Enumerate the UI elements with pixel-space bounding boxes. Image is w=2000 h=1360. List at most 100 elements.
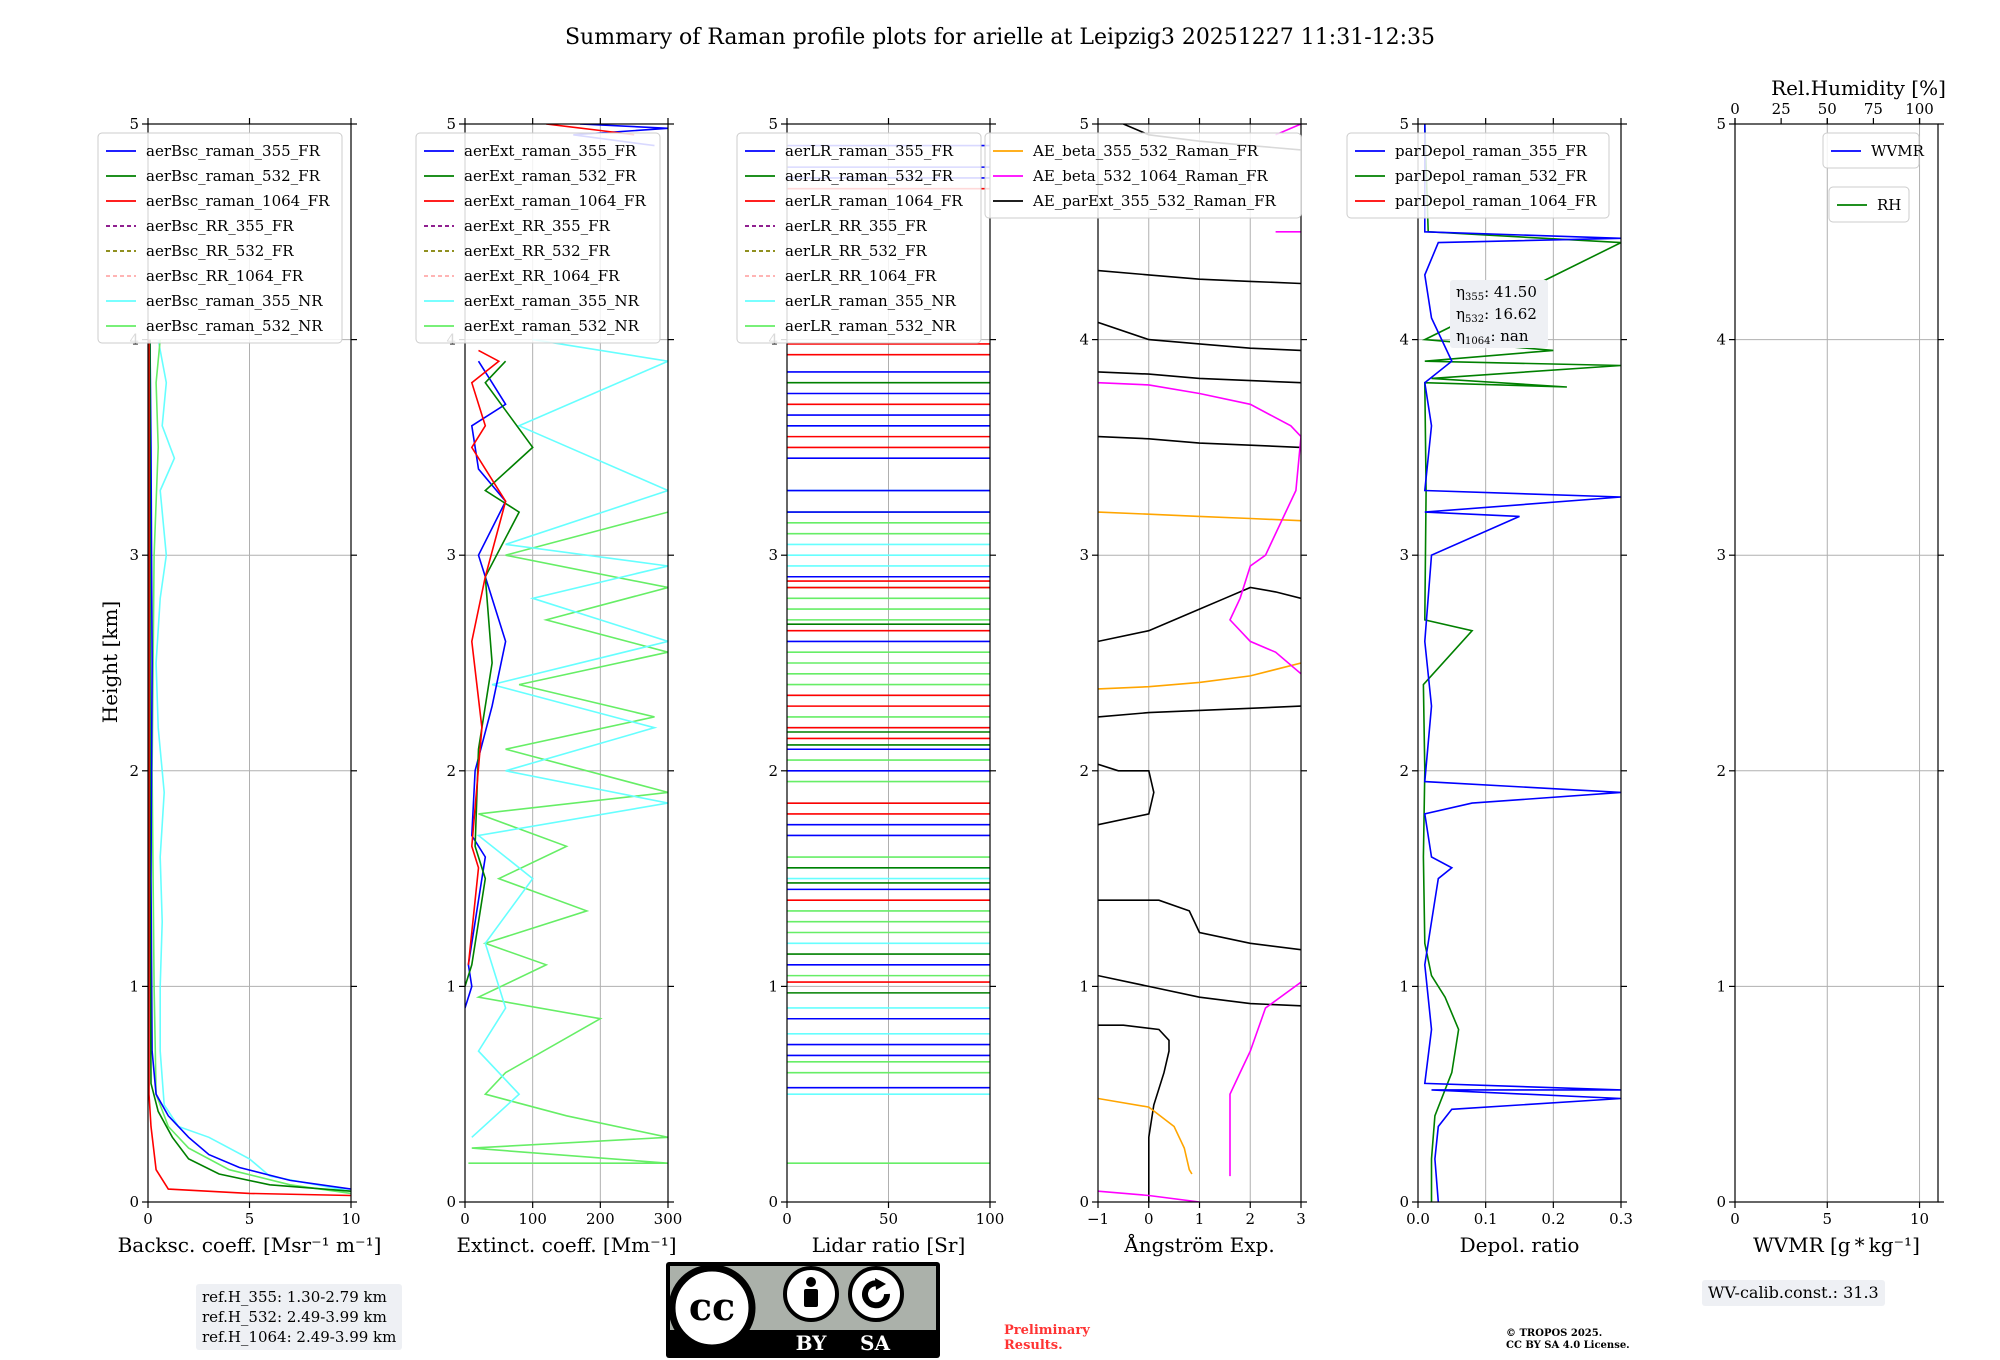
x-tick-label: 5: [1822, 1210, 1832, 1228]
x2-axis-label: Rel.Humidity [%]: [1771, 76, 1946, 100]
x-tick-label: 5: [245, 1210, 255, 1228]
y-tick-label: 2: [129, 762, 139, 780]
legend-entry: AE_beta_532_1064_Raman_FR: [1032, 167, 1268, 185]
y-tick-label: 5: [446, 115, 456, 133]
y-tick-label: 1: [768, 977, 778, 995]
x-tick-label: 100: [976, 1210, 1005, 1228]
y-tick-label: 3: [446, 546, 456, 564]
data-series-line: [1098, 435, 1301, 449]
legend-entry: parDepol_raman_532_FR: [1395, 167, 1588, 185]
legend-entry: parDepol_raman_1064_FR: [1395, 192, 1597, 210]
y-tick-label: 1: [1399, 977, 1409, 995]
axes-frame: [1417, 123, 1622, 1203]
y-tick-label: 3: [1716, 546, 1726, 564]
data-series-line: [1098, 269, 1301, 285]
x-tick-label: 300: [654, 1210, 683, 1228]
y-tick-label: 2: [1079, 762, 1089, 780]
cc-license-badge[interactable]: cc BY SA: [666, 1262, 940, 1358]
data-series-line: [1229, 981, 1301, 1177]
y-tick-label: 3: [1399, 546, 1409, 564]
ref-height-532: ref.H_532: 2.49-3.99 km: [202, 1308, 387, 1326]
plot-area: [1421, 124, 1621, 1202]
y-tick-label: 0: [1716, 1193, 1726, 1211]
y-tick-label: 4: [1716, 331, 1726, 349]
eta-value: η355: 41.50: [1456, 283, 1537, 303]
axes-frame: [1734, 123, 1939, 1203]
legend: aerLR_raman_355_FR aerLR_raman_532_FR aerL…: [736, 132, 982, 344]
eta-value: η1064: nan: [1456, 327, 1529, 347]
x-axis-label: Lidar ratio [Sr]: [812, 1233, 966, 1257]
chart-panel-1: 0510012345Backsc. coeff. [Msr⁻¹ m⁻¹]aerB…: [97, 115, 382, 1257]
data-series-line: [155, 339, 351, 1192]
x-tick-label: 0.0: [1406, 1210, 1430, 1228]
legend-entry: AE_beta_355_532_Raman_FR: [1032, 142, 1259, 160]
legend-entry: aerExt_RR_355_FR: [464, 217, 611, 235]
legend-entry: aerBsc_RR_355_FR: [146, 217, 294, 235]
y-tick-label: 2: [446, 762, 456, 780]
legend-entry: aerBsc_raman_355_NR: [146, 292, 323, 310]
legend-entry: RH: [1877, 196, 1901, 214]
chart-panel-5: 0.0 0.1 0.2 0.3 0 1 2 3 4 5 Depol. ratio parDepol_r…: [1346, 115, 1633, 1257]
x-tick-label: 1: [1195, 1210, 1205, 1228]
y-tick-label: 2: [1399, 762, 1409, 780]
legend: WVMR: [1822, 132, 1925, 169]
x-tick-label: 0.1: [1474, 1210, 1498, 1228]
x-tick-label: 3: [1296, 1210, 1306, 1228]
y-tick-label: 0: [768, 1193, 778, 1211]
data-series-line: [1098, 1190, 1200, 1202]
y-tick-label: 3: [768, 546, 778, 564]
y-tick-label: 1: [1079, 977, 1089, 995]
y-tick-label: 0: [1399, 1193, 1409, 1211]
legend-entry: WVMR: [1871, 142, 1925, 160]
data-series-line: [149, 339, 351, 1192]
x-tick-label: 10: [1910, 1210, 1929, 1228]
y-tick-label: 1: [1716, 977, 1726, 995]
data-series-line: [1098, 662, 1301, 690]
data-series-line: [149, 339, 351, 1190]
figure-title: Summary of Raman profile plots for ariel…: [565, 25, 1435, 50]
x2-tick-label: 75: [1864, 100, 1883, 118]
data-series-line: [1098, 1097, 1193, 1175]
data-series-line: [467, 349, 507, 965]
legend-entry: aerLR_raman_532_FR: [785, 167, 954, 185]
sa-label: SA: [860, 1331, 890, 1355]
legend-entry: aerBsc_raman_355_FR: [146, 142, 321, 160]
x-tick-label: 0: [143, 1210, 153, 1228]
y-tick-label: 4: [1079, 331, 1089, 349]
data-series-line: [1423, 124, 1621, 1202]
y-tick-label: 5: [1079, 115, 1089, 133]
legend-rh: RH: [1828, 186, 1910, 223]
y-tick-label: 1: [446, 977, 456, 995]
reference-heights-box: ref.H_355: 1.30-2.79 km ref.H_532: 2.49-…: [196, 1284, 403, 1350]
data-series-line: [1421, 124, 1621, 1202]
legend-entry: aerBsc_raman_532_NR: [146, 317, 323, 335]
legend: AE_beta_355_532_Raman_FR AE_beta_532_1064…: [984, 132, 1302, 219]
by-label: BY: [796, 1331, 828, 1355]
x-tick-label: 10: [341, 1210, 360, 1228]
data-series-line: [1098, 586, 1301, 643]
wv-calibration-box: WV-calib.const.: 31.3: [1702, 1280, 1885, 1306]
legend-entry: aerLR_raman_355_FR: [785, 142, 954, 160]
x2-tick-label: 25: [1772, 100, 1791, 118]
copyright-note: © TROPOS 2025. CC BY SA 4.0 License.: [1506, 1328, 1630, 1351]
data-series-line: [471, 338, 668, 1138]
ref-height-355: ref.H_355: 1.30-2.79 km: [202, 1288, 387, 1306]
panels: 0510012345Backsc. coeff. [Msr⁻¹ m⁻¹]aerB…: [97, 76, 1946, 1257]
cc-logo-text: cc: [689, 1284, 735, 1329]
y-tick-label: 5: [1716, 115, 1726, 133]
y-axis-label: Height [km]: [98, 601, 122, 723]
x2-tick-label: 100: [1905, 100, 1934, 118]
legend-entry: aerLR_RR_1064_FR: [785, 267, 937, 285]
y-tick-label: 5: [129, 115, 139, 133]
legend-entry: aerExt_RR_1064_FR: [464, 267, 620, 285]
legend-entry: aerLR_raman_1064_FR: [785, 192, 963, 210]
legend-entry: parDepol_raman_355_FR: [1395, 142, 1588, 160]
cc-logo-icon: [668, 1264, 756, 1352]
legend-entry: aerBsc_raman_532_FR: [146, 167, 321, 185]
legend-entry: aerBsc_RR_1064_FR: [146, 267, 304, 285]
plot-area: [787, 144, 990, 1164]
x-axis-label: Backsc. coeff. [Msr⁻¹ m⁻¹]: [118, 1233, 382, 1257]
